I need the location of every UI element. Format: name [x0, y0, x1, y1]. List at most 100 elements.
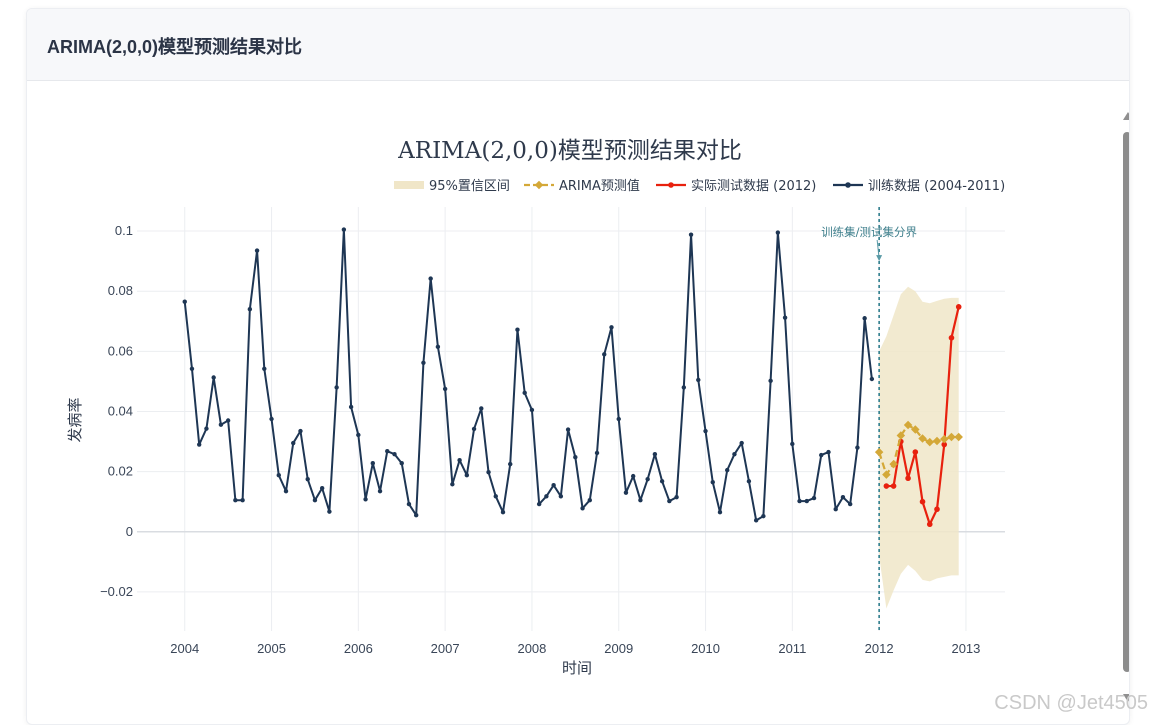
- data-point: [883, 483, 890, 489]
- data-point: [638, 497, 643, 503]
- data-point: [681, 385, 687, 390]
- y-tick-label: −0.02: [100, 584, 133, 599]
- data-point: [413, 513, 419, 518]
- data-point: [847, 501, 853, 507]
- data-point: [442, 386, 448, 392]
- chart-title: ARIMA(2,0,0)模型预测结果对比: [397, 138, 742, 164]
- data-point: [811, 495, 817, 501]
- vertical-scrollbar[interactable]: [1121, 112, 1129, 702]
- x-tick-label: 2011: [778, 641, 806, 656]
- x-tick-label: 2009: [604, 641, 633, 656]
- data-point: [182, 299, 187, 304]
- data-point: [377, 488, 383, 494]
- data-point: [536, 501, 542, 507]
- data-point: [457, 457, 462, 463]
- y-tick-label: 0.02: [108, 464, 133, 479]
- chart-card: ARIMA(2,0,0)模型预测结果对比 2004 2005 2006 2007 200…: [26, 8, 1130, 725]
- x-tick-label: 2004: [170, 641, 199, 656]
- data-point: [247, 307, 253, 312]
- data-point: [218, 422, 224, 427]
- x-tick-label: 2012: [865, 641, 894, 656]
- data-point: [464, 473, 470, 478]
- legend-label: 95%置信区间: [429, 179, 510, 194]
- data-point: [211, 375, 216, 380]
- data-point: [674, 494, 679, 500]
- data-point: [305, 476, 310, 482]
- scroll-down-arrow-icon[interactable]: [1123, 694, 1129, 702]
- axis-layer: 2004 2005 2006 2007 2008 2009 2010 2011 2012 2013…: [100, 223, 980, 656]
- divider-annotation: 训练集/测试集分界: [821, 225, 917, 239]
- data-point: [551, 482, 556, 488]
- data-point: [826, 449, 831, 455]
- x-tick-label: 2007: [431, 641, 460, 656]
- data-point: [544, 494, 549, 499]
- chart: 2004 2005 2006 2007 2008 2009 2010 2011 2012 2013…: [66, 138, 1005, 677]
- data-point: [341, 227, 347, 232]
- scrollbar-thumb[interactable]: [1123, 132, 1129, 672]
- data-point: [955, 304, 962, 310]
- data-point: [565, 427, 571, 432]
- legend-marker: [534, 180, 544, 190]
- data-point: [348, 404, 354, 410]
- y-tick-label: 0.06: [108, 343, 133, 358]
- data-point: [761, 513, 766, 519]
- data-point: [746, 479, 752, 484]
- data-point: [356, 432, 361, 438]
- confidence-band-layer: [879, 286, 959, 609]
- data-point: [775, 230, 781, 235]
- data-point: [254, 248, 260, 253]
- data-point: [204, 426, 209, 431]
- data-point: [710, 479, 715, 485]
- data-point: [905, 475, 911, 482]
- data-point: [903, 420, 913, 430]
- data-point: [385, 448, 390, 454]
- data-point: [753, 518, 759, 523]
- data-point: [602, 352, 607, 357]
- data-point: [630, 473, 636, 479]
- data-point: [616, 416, 621, 422]
- series-layer: [182, 207, 963, 631]
- data-point: [262, 366, 267, 371]
- data-point: [594, 450, 600, 456]
- data-point: [925, 437, 935, 447]
- data-point: [197, 442, 202, 447]
- y-axis-title: 发病率: [66, 397, 84, 442]
- data-point: [739, 440, 744, 446]
- data-point: [471, 426, 477, 432]
- data-point: [580, 506, 585, 511]
- data-point: [573, 454, 578, 460]
- data-point: [688, 232, 694, 237]
- data-point: [667, 498, 672, 504]
- data-point: [406, 501, 412, 507]
- data-point: [732, 451, 737, 457]
- data-point: [276, 473, 281, 478]
- data-point: [948, 335, 955, 341]
- data-point: [291, 440, 296, 446]
- data-point: [939, 434, 949, 444]
- legend[interactable]: 95%置信区间 ARIMA预测值 实际测试数据 (2012) 训练数据 (2004-2…: [394, 178, 1005, 194]
- data-point: [717, 510, 723, 515]
- data-point: [558, 494, 564, 499]
- x-axis-title: 时间: [562, 659, 592, 677]
- data-point: [932, 436, 942, 446]
- data-point: [819, 452, 824, 458]
- data-point: [500, 510, 506, 515]
- data-point: [934, 506, 940, 513]
- y-tick-label: 0.1: [115, 223, 133, 238]
- data-point: [189, 366, 195, 371]
- data-point: [790, 441, 795, 447]
- legend-marker: [845, 182, 851, 188]
- data-point: [421, 360, 426, 365]
- x-tick-label: 2010: [691, 641, 720, 656]
- data-point: [240, 497, 245, 503]
- watermark: CSDN @Jet4505: [994, 692, 1148, 714]
- series-line: [183, 228, 873, 522]
- card-title: ARIMA(2,0,0)模型预测结果对比: [47, 37, 303, 57]
- data-point: [768, 378, 773, 384]
- data-point: [486, 470, 491, 475]
- data-point: [319, 485, 325, 491]
- x-tick-label: 2008: [517, 641, 546, 656]
- scroll-up-arrow-icon[interactable]: [1123, 112, 1129, 120]
- annotation-arrowhead-icon: [876, 255, 883, 262]
